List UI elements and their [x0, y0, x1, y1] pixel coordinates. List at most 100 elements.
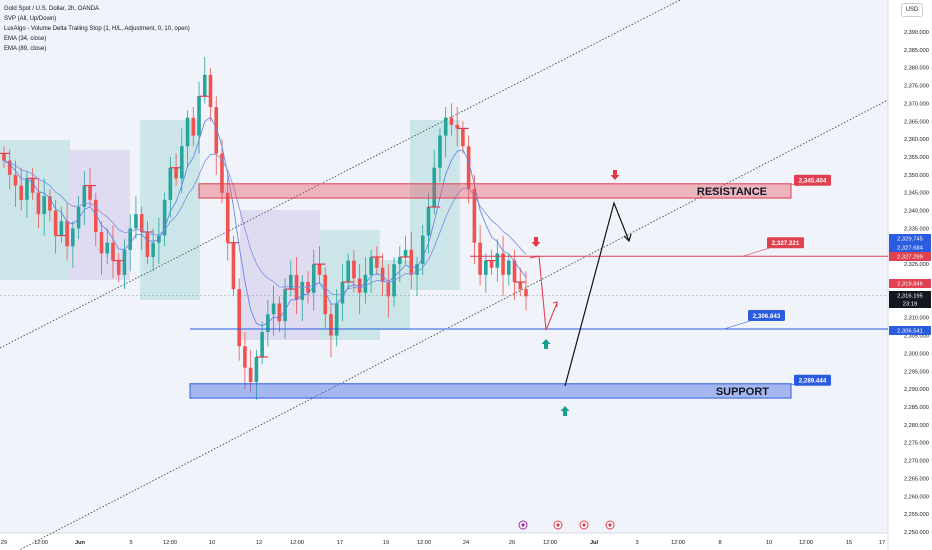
candle-body [19, 185, 24, 200]
down-arrow-marker [531, 237, 541, 247]
candle-body [139, 214, 144, 232]
y-tick-label: 2,305.000 [904, 334, 929, 340]
forecast-arrowhead-red [552, 301, 558, 307]
candle-body [323, 274, 328, 315]
y-tick-label: 2,250.000 [904, 530, 929, 536]
candle-body [380, 267, 385, 282]
candle-body [311, 264, 316, 293]
x-tick-label: Jul [590, 540, 599, 546]
price-badges: 2,329.745 2,327.684 2,327.299 2,319.846 2,31… [889, 234, 931, 335]
candle-body [30, 178, 35, 193]
time-axis [0, 533, 888, 550]
price-badge [889, 291, 931, 308]
legend-indicator-luxalgo[interactable]: LuxAlgo - Volume Delta Trailing Stop (1,… [4, 26, 190, 32]
candle-body [71, 228, 75, 247]
y-tick-label: 2,335.000 [904, 226, 929, 232]
candle-body [53, 210, 58, 236]
candle-body [409, 249, 414, 275]
candle-body [289, 274, 293, 290]
zone-value-badge [794, 374, 831, 386]
y-tick-label: 2,355.000 [904, 155, 929, 161]
candle-body [466, 146, 471, 190]
legend-symbol[interactable]: Gold Spot / U.S. Dollar, 2h, OANDA [4, 6, 100, 12]
y-tick-label: 2,270.000 [904, 459, 929, 465]
x-tick-label: 29 [1, 540, 7, 546]
candle-body [59, 221, 64, 236]
candle-body [168, 167, 173, 200]
x-tick-label: 12:00 [417, 540, 431, 546]
y-tick-label: 2,295.000 [904, 369, 929, 375]
x-tick-label: 15 [846, 540, 852, 546]
ema89-line [3, 153, 527, 296]
price-badge [889, 234, 931, 243]
candle-body [162, 199, 167, 236]
x-tick-label: 12:00 [163, 540, 177, 546]
legend-indicator-svp[interactable]: SVP (All, Up/Down) [4, 16, 57, 22]
y-tick-label: 2,365.000 [904, 119, 929, 125]
candle-body [248, 367, 253, 382]
candle-body [506, 260, 511, 275]
support-zone [189, 383, 792, 399]
candle-body [191, 117, 196, 136]
candle-body [340, 282, 345, 304]
ema34-line [3, 116, 527, 327]
candle-body [93, 199, 98, 232]
candle-body [48, 196, 52, 211]
x-tick-label: 19 [383, 540, 389, 546]
candle-body [225, 192, 230, 243]
y-tick-label: 2,340.000 [904, 209, 929, 215]
x-tick-labels: 29 12:00 Jun 5 12:00 10 12 12:00 17 19 12:00 24 26 12… [1, 540, 885, 546]
up-arrow-marker [541, 339, 551, 349]
candle-body [398, 257, 402, 265]
level-value-label: 2,306.843 [753, 313, 781, 320]
y-tick-label: 2,325.000 [904, 262, 929, 268]
forecast-path-black [564, 201, 630, 387]
y-tick-label: 2,300.000 [904, 351, 929, 357]
y-tick-label: 2,370.000 [904, 101, 929, 107]
candle-body [271, 303, 276, 315]
y-tick-label: 2,290.000 [904, 387, 929, 393]
x-tick-label: 12 [256, 540, 262, 546]
price-badge-label: 2,319.846 [897, 281, 923, 287]
x-tick-label: 3 [635, 540, 638, 546]
y-tick-label: 2,275.000 [904, 441, 929, 447]
y-tick-label: 2,280.000 [904, 423, 929, 429]
level-value-badge [748, 309, 785, 321]
y-tick-label: 2,285.000 [904, 405, 929, 411]
x-tick-label: 10 [766, 540, 772, 546]
candle-body [174, 167, 178, 179]
legend-indicator-ema89[interactable]: EMA (89, close) [4, 46, 47, 52]
candle-body [403, 249, 408, 257]
event-icon-dot [608, 523, 612, 527]
candle-body [42, 196, 46, 215]
candle-body [220, 153, 224, 193]
candle-body [145, 232, 150, 257]
chart-legend: Gold Spot / U.S. Dollar, 2h, OANDA SVP (… [4, 4, 190, 54]
candle-body [317, 264, 322, 275]
candle-body [208, 74, 213, 107]
candle-body [461, 128, 465, 147]
candle-body [329, 314, 333, 336]
candle-body [65, 221, 69, 247]
candle-body [512, 260, 517, 282]
candle-body [128, 228, 132, 250]
currency-button[interactable]: USD [901, 3, 923, 17]
legend-indicator-ema34[interactable]: EMA (34, close) [4, 36, 47, 42]
candle-body [76, 207, 81, 229]
x-tick-label: 24 [463, 540, 469, 546]
x-tick-label: 26 [509, 540, 515, 546]
support-label: SUPPORT [716, 386, 769, 398]
candle-body [254, 357, 259, 382]
x-tick-label: 17 [879, 540, 885, 546]
price-axis [888, 0, 932, 550]
price-badge-label: 2,327.684 [897, 245, 924, 251]
candles [0, 57, 528, 400]
level-callout-line [723, 320, 751, 330]
y-tick-label: 2,260.000 [904, 494, 929, 500]
event-icon-dot [521, 523, 525, 527]
candle-body [300, 282, 305, 300]
forecast-path-red [529, 255, 558, 331]
candle-body [151, 242, 155, 257]
candle-body [231, 242, 236, 290]
